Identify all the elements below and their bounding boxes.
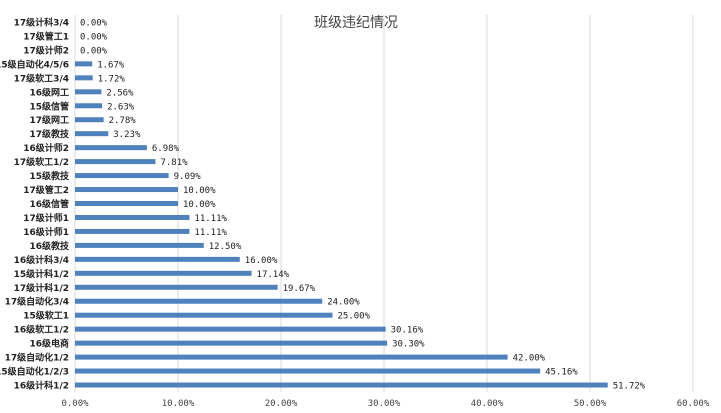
value-label: 11.11%: [194, 214, 227, 224]
x-tick-label: 30.00%: [368, 399, 401, 409]
value-label: 10.00%: [183, 200, 216, 210]
category-label: 17级计师1: [23, 212, 69, 224]
category-label: 17级软工1/2: [14, 156, 69, 168]
category-label: 16级教技: [29, 240, 70, 252]
category-label: 16级软工1/2: [14, 324, 69, 336]
value-label: 30.16%: [391, 326, 424, 336]
category-label: 16级计科3/4: [14, 254, 69, 266]
value-label: 2.78%: [109, 116, 137, 126]
bar: [75, 159, 156, 165]
x-tick-label: 10.00%: [162, 399, 195, 409]
chart-title: 班级违纪情况: [314, 15, 398, 31]
value-label: 1.72%: [98, 74, 126, 84]
category-label: 17级自动化1/2: [5, 352, 69, 364]
bar: [75, 270, 252, 276]
bar: [75, 145, 147, 151]
value-label: 24.00%: [327, 298, 360, 308]
value-label: 3.23%: [113, 130, 141, 140]
bar: [75, 131, 109, 137]
category-label: 17级网工: [29, 114, 69, 126]
category-label: 17级管工1: [23, 30, 69, 42]
bar: [75, 228, 190, 234]
bar: [75, 326, 386, 332]
bar: [75, 298, 323, 304]
category-label: 17级管工2: [23, 184, 69, 196]
x-tick-label: 20.00%: [265, 399, 298, 409]
bar: [75, 256, 240, 262]
bar: [75, 117, 104, 123]
x-tick-labels: 0.00% 10.00% 20.00% 30.00% 40.00% 50.00% 60.00…: [61, 399, 709, 409]
x-tick-label: 40.00%: [471, 399, 504, 409]
category-label: 17级计科3/4: [14, 16, 69, 28]
value-label: 0.00%: [80, 32, 108, 42]
value-label: 25.00%: [338, 312, 371, 322]
category-label: 15级教技: [29, 170, 70, 182]
category-label: 16级计科1/2: [14, 380, 69, 392]
bar: [75, 173, 169, 179]
category-label: 17级计科1/2: [14, 282, 69, 294]
category-label: 15级计科1/2: [14, 268, 69, 280]
category-label: 16级计师2: [23, 142, 69, 154]
value-label: 1.67%: [97, 60, 125, 70]
bar: [75, 382, 608, 388]
bar: [75, 103, 103, 109]
value-label: 9.09%: [174, 172, 202, 182]
bar: [75, 75, 93, 81]
value-label: 6.98%: [152, 144, 180, 154]
x-tick-label: 60.00%: [677, 399, 710, 409]
bar: [75, 214, 190, 220]
value-label: 7.81%: [160, 158, 188, 168]
bar: [75, 354, 508, 360]
bar: [75, 61, 93, 67]
value-label: 16.00%: [245, 256, 278, 266]
category-label: 17级自动化3/4: [5, 296, 69, 308]
x-tick-label: 50.00%: [574, 399, 607, 409]
bar: [75, 340, 388, 346]
bar: [75, 89, 102, 95]
category-label: 15级自动化1/2/3: [0, 366, 69, 378]
category-label: 17级软工3/4: [14, 72, 69, 84]
value-label: 12.50%: [209, 242, 242, 252]
value-labels: 0.00% 0.00% 0.00% 1.67% 1.72% 2.56% 2.63% 2.78%…: [80, 18, 646, 391]
category-label: 17级教技: [29, 128, 70, 140]
bar: [75, 242, 204, 248]
value-label: 10.00%: [183, 186, 216, 196]
value-label: 42.00%: [513, 354, 546, 364]
value-label: 2.56%: [106, 88, 134, 98]
category-label: 16级计师1: [23, 226, 69, 238]
category-label: 16级电商: [29, 338, 69, 350]
bars: [75, 61, 608, 388]
bar: [75, 284, 278, 290]
value-label: 51.72%: [613, 382, 646, 392]
category-label: 16级信管: [29, 198, 69, 210]
gridlines: [74, 15, 694, 392]
value-label: 2.63%: [107, 102, 135, 112]
bar: [75, 368, 541, 374]
category-label: 16级网工: [29, 86, 69, 98]
category-label: 17级计师2: [23, 44, 69, 56]
category-label: 15级自动化4/5/6: [0, 58, 69, 70]
category-label: 15级信管: [29, 100, 69, 112]
bar: [75, 312, 333, 318]
value-label: 30.30%: [392, 340, 425, 350]
value-label: 17.14%: [257, 270, 290, 280]
value-label: 45.16%: [545, 368, 578, 378]
value-label: 0.00%: [80, 18, 108, 28]
category-label: 15级软工1: [23, 310, 69, 322]
value-label: 11.11%: [194, 228, 227, 238]
bar: [75, 201, 178, 206]
category-labels: 17级计科3/4 17级管工1 17级计师2 15级自动化4/5/6 17级软工3/4 1…: [0, 16, 70, 391]
value-label: 19.67%: [283, 284, 316, 294]
x-tick-label: 0.00%: [61, 399, 89, 409]
value-label: 0.00%: [80, 46, 108, 56]
bar: [75, 187, 178, 193]
